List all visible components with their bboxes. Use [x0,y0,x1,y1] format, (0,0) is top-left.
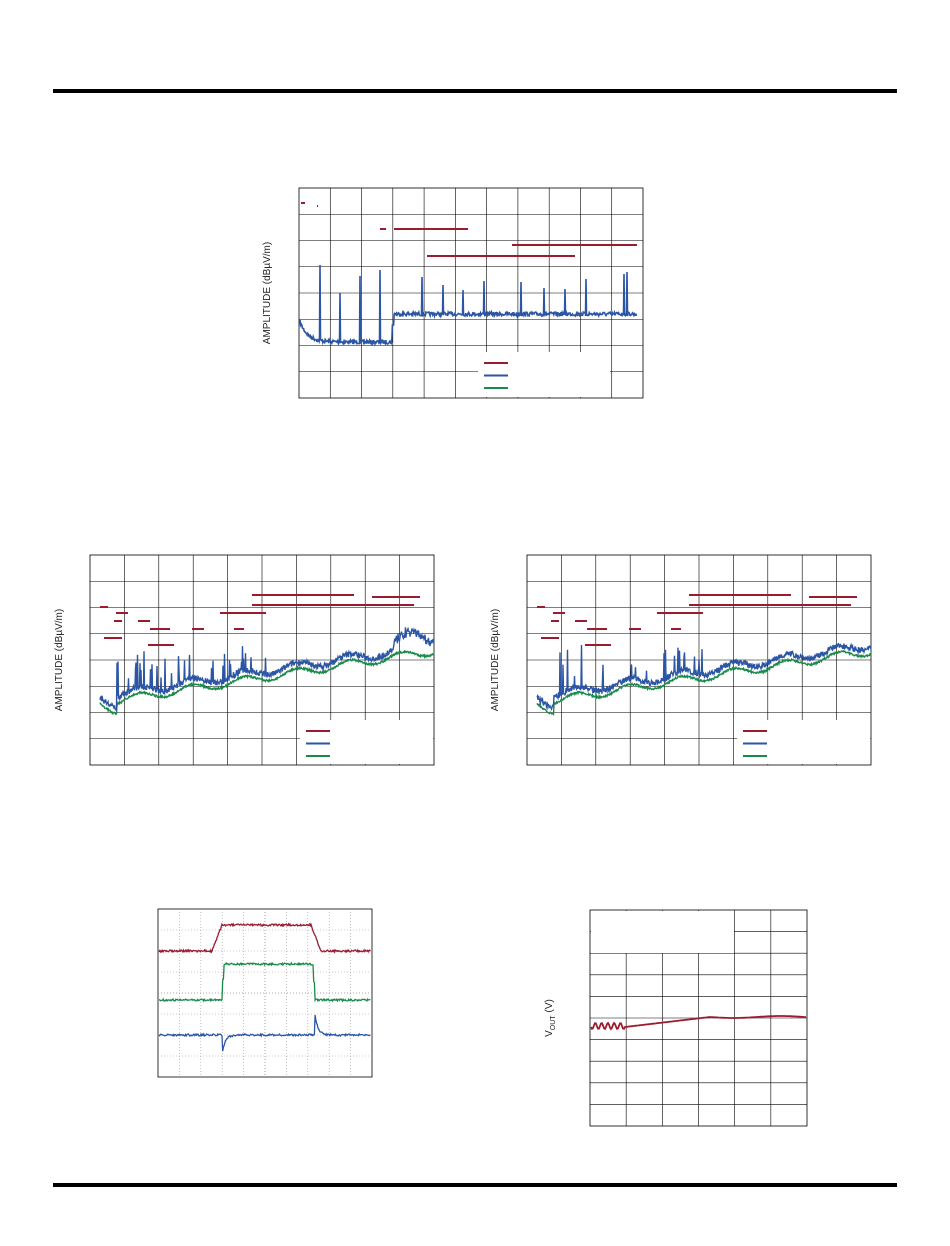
scope-trace [158,922,371,954]
emission-trace [99,626,435,712]
footer-rule [53,1183,897,1187]
y-axis-label: AMPLITUDE (dBµV/m) [262,242,273,344]
y-axis-label: AMPLITUDE (dBµV/m) [490,609,501,711]
emission-trace [536,642,872,712]
header-rule [53,89,897,93]
label-unit: (V) [544,999,555,1012]
vout-trace [590,1015,806,1031]
label-main: V [544,1030,555,1037]
legend-box [737,720,870,764]
emission-trace [536,649,872,717]
legend-box [300,720,433,764]
legend-box [591,911,734,953]
y-axis-label: AMPLITUDE (dBµV/m) [54,609,65,711]
y-axis-label: VOUT (V) [544,999,557,1037]
emission-trace [99,649,435,716]
scope-trace [158,961,371,1003]
emission-trace [299,264,638,347]
label-sub: OUT [550,1015,557,1031]
scope-trace [158,1014,371,1052]
